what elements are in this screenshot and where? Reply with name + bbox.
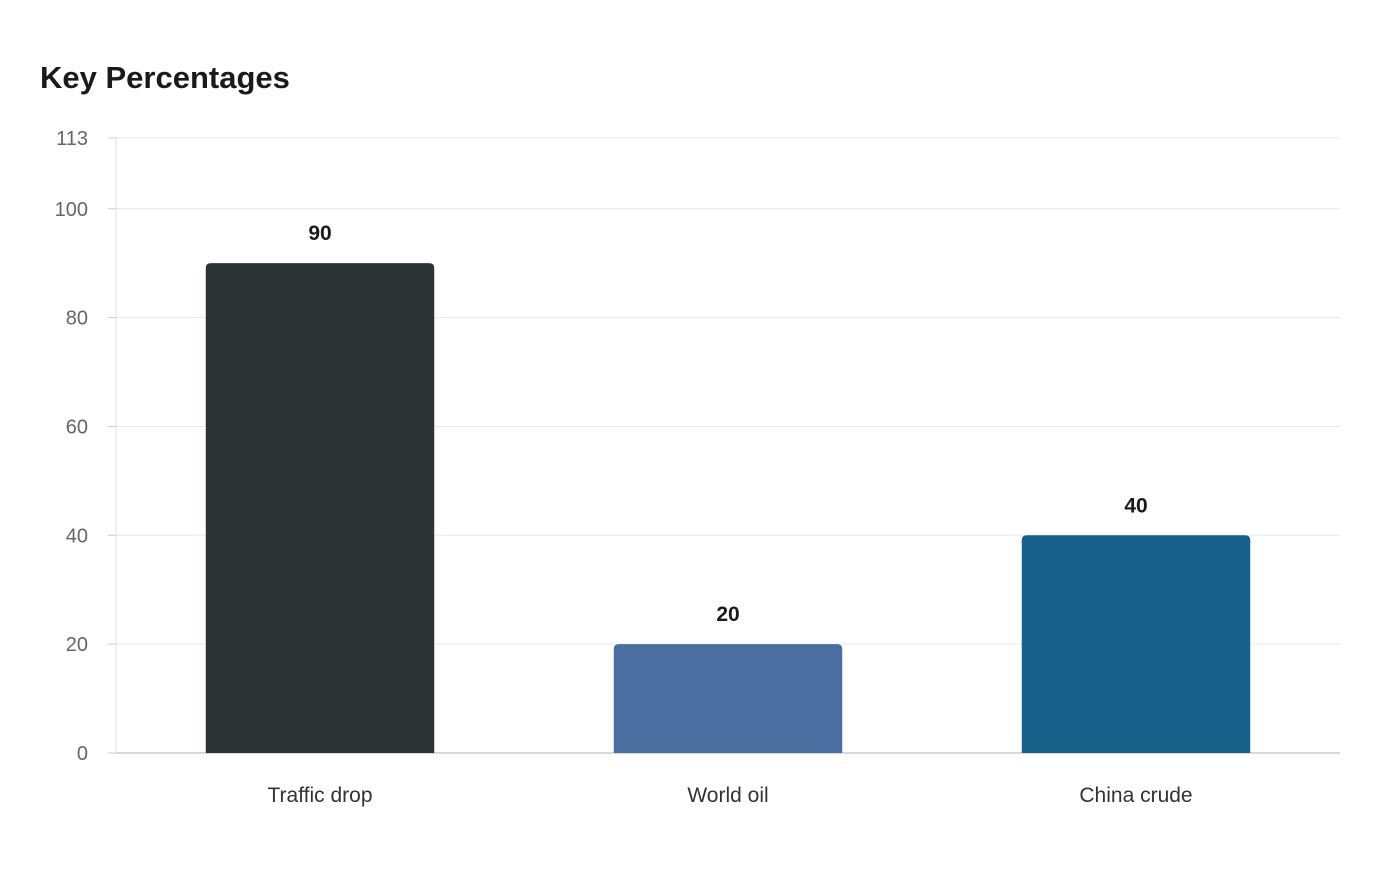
y-tick-label: 80 bbox=[66, 308, 88, 330]
chart-title: Key Percentages bbox=[40, 60, 290, 95]
x-tick-label: World oil bbox=[687, 784, 768, 807]
y-tick-label: 40 bbox=[66, 525, 88, 547]
bar-traffic-drop bbox=[205, 263, 435, 753]
bars bbox=[205, 263, 1251, 753]
bar-china-crude bbox=[1021, 535, 1251, 753]
labels: 0 20 40 60 80 100 113 90 Traffic drop 20 World oil… bbox=[55, 128, 1193, 807]
y-tick-label: 113 bbox=[56, 128, 88, 150]
x-tick-label: Traffic drop bbox=[267, 784, 372, 807]
x-tick-label: China crude bbox=[1079, 784, 1192, 807]
bar-world-oil bbox=[613, 644, 843, 753]
y-tick-label: 20 bbox=[66, 634, 88, 656]
y-tick-label: 60 bbox=[66, 416, 88, 438]
y-tick-label: 100 bbox=[55, 199, 88, 221]
value-label: 40 bbox=[1124, 494, 1147, 517]
value-label: 20 bbox=[716, 603, 739, 626]
value-label: 90 bbox=[308, 222, 331, 245]
y-tick-label: 0 bbox=[77, 743, 88, 765]
